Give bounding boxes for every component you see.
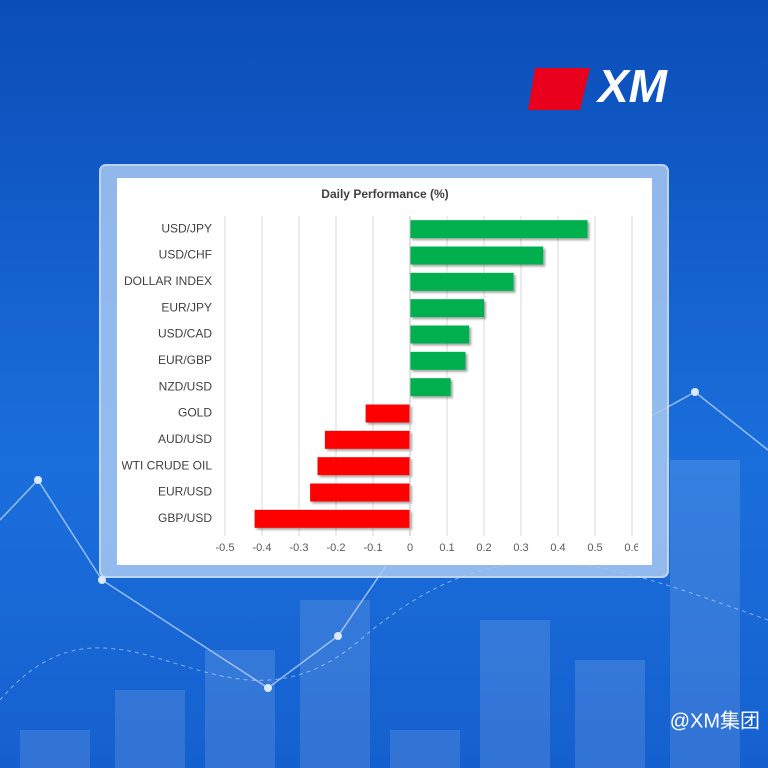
x-tick-label: -0.4 bbox=[253, 542, 272, 554]
y-tick-label: GBP/USD bbox=[158, 511, 212, 525]
y-tick-label: USD/JPY bbox=[161, 221, 212, 235]
x-tick-label: -0.2 bbox=[327, 542, 346, 554]
bar bbox=[317, 457, 410, 476]
y-tick-label: AUD/USD bbox=[158, 432, 212, 446]
y-tick-label: USD/CHF bbox=[159, 248, 212, 262]
bar bbox=[324, 430, 410, 449]
x-tick-label: 0.3 bbox=[513, 542, 528, 554]
watermark: @XM集团 bbox=[670, 709, 760, 732]
y-tick-label: EUR/GBP bbox=[158, 353, 212, 367]
y-tick-label: EUR/USD bbox=[158, 485, 212, 499]
bar bbox=[254, 509, 410, 528]
logo-text: XM bbox=[595, 60, 669, 112]
plot: -0.5 -0.4 -0.3 -0.2 -0.1 0 0.1 0.2 0.3 0.4 0.5 0.6 U… bbox=[121, 216, 639, 554]
x-tick-label: 0.4 bbox=[550, 542, 565, 554]
y-tick-label: EUR/JPY bbox=[161, 300, 212, 314]
y-tick-label: USD/CAD bbox=[158, 327, 212, 341]
logo: XM bbox=[528, 60, 669, 112]
bar bbox=[410, 272, 514, 291]
x-tick-label: -0.1 bbox=[364, 542, 383, 554]
y-tick-label: WTI CRUDE OIL bbox=[121, 458, 212, 472]
bar bbox=[365, 404, 410, 423]
y-tick-label: DOLLAR INDEX bbox=[124, 274, 212, 288]
bar bbox=[410, 299, 484, 318]
chart-title: Daily Performance (%) bbox=[321, 187, 448, 201]
bar bbox=[410, 246, 544, 265]
bar bbox=[310, 483, 410, 502]
bar bbox=[410, 351, 466, 370]
bar bbox=[410, 325, 470, 344]
bar bbox=[410, 378, 451, 397]
decoration-dots bbox=[34, 388, 699, 692]
x-tick-label: 0.1 bbox=[439, 542, 454, 554]
x-tick-label: 0 bbox=[407, 542, 413, 554]
x-tick-label: -0.3 bbox=[290, 542, 309, 554]
x-tick-label: 0.6 bbox=[624, 542, 639, 554]
y-tick-label: GOLD bbox=[178, 406, 212, 420]
x-tick-label: 0.2 bbox=[476, 542, 491, 554]
bar bbox=[410, 220, 588, 239]
y-tick-label: NZD/USD bbox=[159, 379, 213, 393]
x-tick-label: -0.5 bbox=[216, 542, 235, 554]
x-tick-label: 0.5 bbox=[587, 542, 602, 554]
